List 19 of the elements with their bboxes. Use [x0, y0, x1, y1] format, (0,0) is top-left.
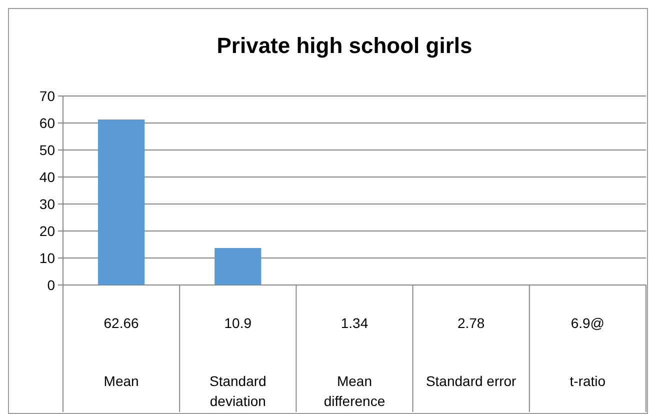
- x-tick-label: Standard deviation: [209, 373, 266, 409]
- text: 1.34: [340, 315, 368, 331]
- y-tick-label: 60: [39, 114, 56, 131]
- text: 6.9@: [570, 315, 605, 331]
- text: 10.9: [224, 315, 252, 331]
- x-tick-label: t-ratio: [570, 373, 606, 389]
- y-tick-label: 50: [39, 142, 56, 158]
- y-tick-label: 30: [39, 196, 56, 212]
- y-tick-label: 0: [47, 276, 56, 293]
- y-tick-label: 70: [39, 88, 56, 104]
- x-tick-label: Mean difference: [324, 373, 386, 409]
- chart-title: Private high school girls: [216, 33, 472, 58]
- y-tick-label: 10: [39, 250, 56, 266]
- text: 2.78: [457, 315, 485, 331]
- text: 62.66: [104, 315, 140, 331]
- y-tick-label: 20: [39, 222, 56, 239]
- y-tick-label: 40: [39, 168, 56, 185]
- x-tick-label: Standard error: [426, 373, 517, 389]
- x-tick-label: Mean: [104, 373, 139, 389]
